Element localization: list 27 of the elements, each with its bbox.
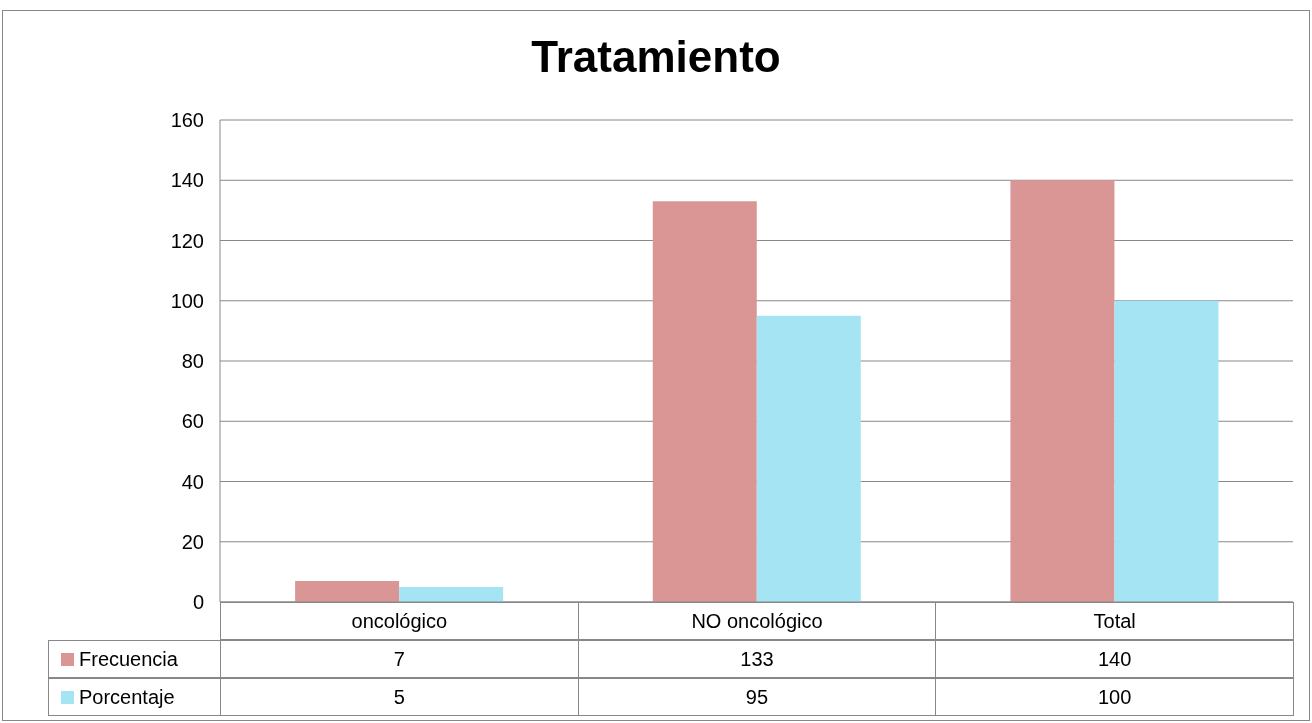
y-tick-label: 120 — [170, 229, 204, 252]
data-label: 5 — [220, 678, 579, 716]
y-tick-label: 160 — [170, 109, 204, 132]
bar — [295, 580, 400, 602]
bar — [1010, 180, 1115, 602]
chart-title: Tratamiento — [530, 32, 782, 82]
legend-label: Frecuencia — [78, 647, 179, 671]
y-tick-label: 40 — [181, 470, 204, 493]
y-tick-label: 80 — [181, 350, 204, 373]
bar — [1114, 300, 1219, 602]
x-tick-label: oncológico — [220, 602, 579, 640]
bar — [399, 586, 504, 602]
y-tick-label: 140 — [170, 169, 204, 192]
x-tick-label: NO oncológico — [577, 602, 937, 640]
legend-label: Porcentaje — [78, 685, 176, 709]
data-label: 100 — [935, 678, 1294, 716]
y-tick-label: 20 — [181, 530, 204, 553]
data-label: 140 — [935, 640, 1294, 678]
bar — [652, 201, 757, 602]
y-tick-label: 100 — [170, 289, 204, 312]
y-tick-label: 60 — [181, 410, 204, 433]
data-label: 95 — [577, 678, 937, 716]
data-label: 7 — [220, 640, 579, 678]
data-label: 133 — [577, 640, 937, 678]
y-tick-label: 0 — [192, 591, 204, 614]
bar — [756, 315, 861, 602]
x-tick-label: Total — [935, 602, 1294, 640]
